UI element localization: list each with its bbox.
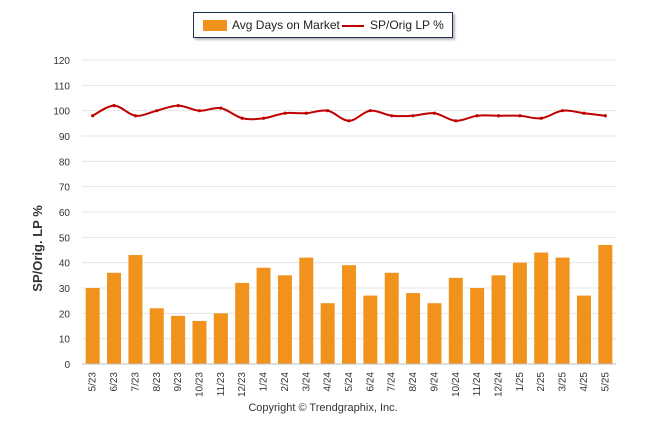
bar — [235, 282, 250, 364]
x-tick-label: 12/23 — [237, 372, 248, 397]
legend-bar-label: Avg Days on Market — [232, 18, 340, 32]
bar — [406, 293, 421, 364]
bar — [192, 320, 207, 364]
x-tick-label: 7/24 — [387, 372, 398, 392]
x-tick-label: 5/25 — [600, 372, 611, 392]
bar — [555, 257, 570, 364]
x-tick-label: 3/24 — [301, 372, 312, 392]
bar — [149, 308, 164, 364]
y-tick-label: 80 — [59, 157, 71, 168]
bar — [171, 315, 186, 364]
line-point — [261, 116, 266, 120]
x-tick-label: 4/24 — [323, 372, 334, 392]
x-tick-label: 10/23 — [194, 372, 205, 397]
line-point — [603, 114, 607, 118]
x-tick-label: 11/23 — [216, 372, 227, 397]
x-tick-label: 1/24 — [259, 372, 270, 392]
x-tick-label: 12/24 — [494, 372, 505, 397]
bar — [342, 265, 356, 364]
x-tick-label: 2/25 — [536, 372, 547, 392]
bar — [128, 255, 143, 364]
y-tick-label: 40 — [59, 259, 71, 270]
line-point — [283, 111, 287, 115]
y-tick-label: 100 — [53, 107, 70, 118]
line-point — [454, 119, 458, 123]
line-point — [368, 109, 372, 113]
legend-bar-swatch — [203, 20, 227, 31]
line-point — [155, 109, 159, 113]
line-point — [197, 109, 202, 113]
line-point — [133, 114, 137, 118]
bar — [299, 257, 314, 364]
y-tick-label: 110 — [54, 81, 70, 92]
x-tick-label: 11/24 — [472, 372, 483, 397]
x-tick-label: 9/23 — [173, 372, 184, 392]
x-tick-label: 9/24 — [429, 372, 440, 392]
y-tick-label: 90 — [59, 132, 71, 143]
line-point — [112, 104, 116, 108]
line-point — [326, 109, 330, 113]
y-tick-label: 30 — [59, 284, 71, 295]
bar — [107, 272, 122, 364]
bar — [320, 303, 335, 364]
line-point — [432, 111, 437, 115]
line-point — [176, 104, 180, 108]
line-series — [92, 104, 606, 122]
legend: Avg Days on Market SP/Orig LP % — [193, 12, 453, 38]
x-tick-label: 6/23 — [109, 372, 120, 392]
line-point — [475, 114, 479, 118]
y-tick-label: 70 — [59, 183, 71, 194]
x-tick-label: 6/24 — [365, 372, 376, 392]
bar — [598, 244, 613, 364]
x-tick-label: 8/24 — [408, 372, 419, 392]
y-tick-label: 0 — [64, 360, 70, 371]
bar — [363, 295, 378, 364]
copyright-text: Copyright © Trendgraphix, Inc. — [248, 402, 398, 414]
x-tick-label: 3/25 — [558, 372, 569, 392]
bar — [256, 267, 271, 364]
bar — [512, 262, 527, 364]
bar — [427, 303, 442, 364]
y-tick-label: 60 — [59, 208, 71, 219]
line-point — [518, 114, 522, 118]
line-point — [347, 119, 351, 123]
bar — [213, 313, 228, 364]
line-point — [411, 114, 415, 118]
x-tick-label: 5/23 — [88, 372, 99, 392]
bar — [576, 295, 591, 364]
line-point — [561, 109, 565, 113]
y-tick-label: 120 — [53, 56, 70, 67]
bar — [491, 275, 506, 364]
line-point — [219, 106, 223, 110]
x-tick-label: 10/24 — [451, 372, 462, 397]
line-point — [496, 114, 501, 118]
x-tick-label: 7/23 — [130, 372, 141, 392]
y-axis-title: SP/Orig. LP % — [30, 205, 45, 292]
bar — [277, 275, 292, 364]
line-point — [91, 114, 95, 118]
x-tick-label: 2/24 — [280, 372, 291, 392]
bar — [85, 288, 100, 364]
line-point — [240, 116, 244, 120]
x-tick-label: 5/24 — [344, 372, 355, 392]
bar — [534, 252, 549, 364]
y-tick-label: 50 — [59, 233, 71, 244]
line-point — [304, 111, 308, 115]
legend-line-swatch — [342, 25, 364, 27]
line-point — [539, 116, 543, 120]
bar — [384, 272, 399, 364]
bar — [470, 288, 485, 364]
y-tick-label: 10 — [59, 335, 71, 346]
x-tick-label: 1/25 — [515, 372, 526, 392]
x-tick-label: 4/25 — [579, 372, 590, 392]
bar — [448, 277, 463, 364]
x-tick-label: 8/23 — [152, 372, 163, 392]
legend-line-label: SP/Orig LP % — [370, 18, 444, 32]
line-point — [582, 111, 586, 115]
line-point — [390, 114, 394, 118]
y-tick-label: 20 — [59, 309, 71, 320]
